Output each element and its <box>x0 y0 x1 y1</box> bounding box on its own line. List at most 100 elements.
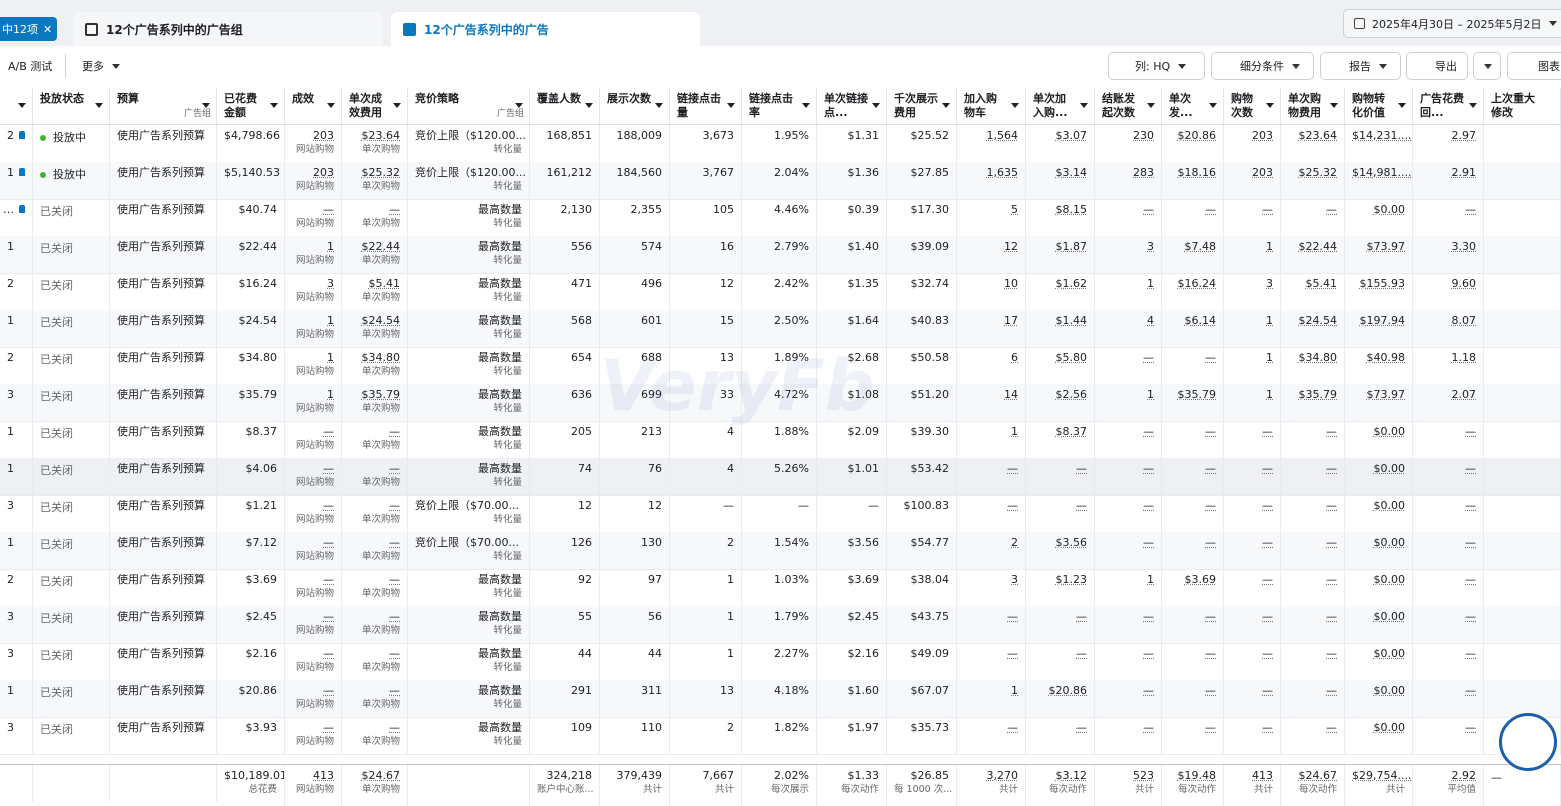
cell-value: 110 <box>607 721 662 735</box>
table-row[interactable]: … 已关闭 使用广告系列预算 $40.74— 网站购物 — 单次购物 最高数量 转化量 2,130… <box>0 199 1561 237</box>
table-row[interactable]: 1 已关闭 使用广告系列预算 $4.06— 网站购物 — 单次购物 最高数量 转化量 74 76 4 5… <box>0 458 1561 496</box>
cell-value: $3.69 <box>224 573 277 587</box>
header-cell[interactable]: 单次发... <box>1162 88 1224 125</box>
reports-button[interactable]: 报告 <box>1320 52 1401 80</box>
cell: $1.40 <box>817 236 887 273</box>
cell: — 单次购物 <box>342 606 408 643</box>
header-cell[interactable]: 单次链接点... <box>817 88 887 125</box>
cell-value: — <box>1102 721 1154 735</box>
header-cell[interactable]: 广告花费回... <box>1413 88 1484 125</box>
breakdown-button[interactable]: 细分条件 <box>1211 52 1314 80</box>
cell-value: — <box>349 610 400 624</box>
header-cell[interactable]: 投放状态 <box>33 88 110 125</box>
tab[interactable]: 12个广告系列中的广告 <box>391 12 700 46</box>
header-cell[interactable]: 购物次数 <box>1224 88 1281 125</box>
export-menu-button[interactable] <box>1473 52 1501 80</box>
date-picker[interactable]: 2025年4月30日 – 2025年5月2日 <box>1343 9 1561 38</box>
cell: — <box>1224 532 1281 569</box>
table-row[interactable]: 3 已关闭 使用广告系列预算 $1.21— 网站购物 — 单次购物 竞价上限（$70.00..… <box>0 495 1561 533</box>
header-cell[interactable]: 已花费金额 <box>217 88 285 125</box>
cell: 使用广告系列预算 <box>110 199 217 236</box>
table-row[interactable]: 2 已关闭 使用广告系列预算 $16.24 3 网站购物 $5.41 单次购物 最高数量 转化量 4… <box>0 273 1561 311</box>
status: 已关闭 <box>40 723 73 736</box>
columns-button[interactable]: 列: HQ <box>1108 52 1205 80</box>
cell-value: $23.64 <box>349 129 400 143</box>
table-row[interactable]: 1 已关闭 使用广告系列预算 $8.37— 网站购物 — 单次购物 最高数量 转化量 205 213… <box>0 421 1561 459</box>
cell-value: — <box>1420 721 1476 735</box>
table-row[interactable]: 3 已关闭 使用广告系列预算 $2.16— 网站购物 — 单次购物 最高数量 转化量 44 44 1 2… <box>0 643 1561 681</box>
header-label: 广告花费回... <box>1420 92 1464 119</box>
cell-value: 9.60 <box>1420 277 1476 291</box>
cell-value: $0.00 <box>1352 203 1405 217</box>
header-cell[interactable]: 竞价策略 广告组 <box>408 88 530 125</box>
cell-value: $1.62 <box>1033 277 1087 291</box>
header-cell[interactable]: 上次重大修改 <box>1484 88 1561 125</box>
header-cell[interactable]: 结账发起次数 <box>1095 88 1162 125</box>
cell: $1.97 <box>817 717 887 754</box>
table-row[interactable]: 2 已关闭 使用广告系列预算 $3.69— 网站购物 — 单次购物 最高数量 转化量 92 97 1 1… <box>0 569 1561 607</box>
ab-test-button[interactable]: A/B 测试 <box>0 52 60 80</box>
cell-value: 使用广告系列预算 <box>117 314 209 328</box>
cell: 699 <box>600 384 670 421</box>
cell: 3 <box>0 495 33 532</box>
header-cell[interactable]: 单次购物费用 <box>1281 88 1345 125</box>
cell: 76 <box>600 458 670 495</box>
cell-value: 使用广告系列预算 <box>117 129 209 143</box>
table-row[interactable]: 3 已关闭 使用广告系列预算 $2.45— 网站购物 — 单次购物 最高数量 转化量 55 56 1 1… <box>0 606 1561 644</box>
close-icon[interactable]: ✕ <box>43 23 52 36</box>
cell-sublabel: 网站购物 <box>292 624 334 637</box>
cell: 44 <box>530 643 600 680</box>
export-button[interactable]: 导出 <box>1406 52 1468 80</box>
cell: 74 <box>530 458 600 495</box>
table-row[interactable]: 1 已关闭 使用广告系列预算 $22.44 1 网站购物 $22.44 单次购物 最高数量 转化量… <box>0 236 1561 274</box>
table-row[interactable]: 3 已关闭 使用广告系列预算 $35.79 1 网站购物 $35.79 单次购物 最高数量 转化量… <box>0 384 1561 422</box>
header-cell[interactable]: 单次成效费用 <box>342 88 408 125</box>
cell-value: 1 <box>1231 314 1273 328</box>
header-cell[interactable]: 链接点击量 <box>670 88 742 125</box>
cell-sublabel: 网站购物 <box>292 476 334 489</box>
header-cell[interactable]: 覆盖人数 <box>530 88 600 125</box>
header-cell[interactable]: 购物转化价值 <box>1345 88 1413 125</box>
cell: 12 <box>670 273 742 310</box>
header-label: 投放状态 <box>40 92 84 105</box>
cell-value: 1 <box>1231 351 1273 365</box>
table-row[interactable]: 1 投放中 使用广告系列预算 $5,140.53 203 网站购物 $25.32 单次购物 竞价… <box>0 162 1561 200</box>
header-cell[interactable]: 成效 <box>285 88 342 125</box>
cell-sublabel: 转化量 <box>415 439 522 452</box>
selection-pill[interactable]: 中12项 ✕ <box>0 17 57 41</box>
cell-value: — <box>349 721 400 735</box>
header-cell[interactable]: 千次展示费用 <box>887 88 957 125</box>
cell: $23.64 单次购物 <box>342 125 408 162</box>
cell: — <box>1026 717 1095 754</box>
cell: $0.00 <box>1345 680 1413 717</box>
table-row[interactable]: 1 已关闭 使用广告系列预算 $20.86— 网站购物 — 单次购物 最高数量 转化量 291 31… <box>0 680 1561 718</box>
cell: 已关闭 <box>33 606 110 643</box>
more-button[interactable]: 更多 <box>74 52 128 80</box>
table-row[interactable]: 1 已关闭 使用广告系列预算 $7.12— 网站购物 — 单次购物 竞价上限（$70.00..… <box>0 532 1561 570</box>
table-row[interactable]: 3 已关闭 使用广告系列预算 $3.93— 网站购物 — 单次购物 最高数量 转化量 109 110… <box>0 717 1561 755</box>
cell-sublabel: 共计 <box>677 783 734 796</box>
cell-value: — <box>292 536 334 550</box>
cell: 203 <box>1224 162 1281 199</box>
header-cell[interactable]: 预算 广告组 <box>110 88 217 125</box>
cell: $22.44 <box>217 236 285 273</box>
cell: $22.44 单次购物 <box>342 236 408 273</box>
chart-button[interactable]: 图表 <box>1507 52 1561 80</box>
assistant-logo[interactable] <box>1499 713 1557 771</box>
header-cell[interactable]: 展示次数 <box>600 88 670 125</box>
cell-value: $2.45 <box>224 610 277 624</box>
table-row[interactable]: 2 已关闭 使用广告系列预算 $34.80 1 网站购物 $34.80 单次购物 最高数量 转化量… <box>0 347 1561 385</box>
cell-value: 1.03% <box>749 573 809 587</box>
table-row[interactable]: 1 已关闭 使用广告系列预算 $24.54 1 网站购物 $24.54 单次购物 最高数量 转化量… <box>0 310 1561 348</box>
tab[interactable]: 12个广告系列中的广告组 <box>73 12 383 46</box>
cell: — <box>957 458 1026 495</box>
cell-value: 使用广告系列预算 <box>117 425 209 439</box>
cell: $32.74 <box>887 273 957 310</box>
cell-value: 3,270 <box>964 769 1018 783</box>
header-cell[interactable]: 单次加入购... <box>1026 88 1095 125</box>
cell-value: $0.00 <box>1352 573 1405 587</box>
table-row[interactable]: 2 投放中 使用广告系列预算 $4,798.66 203 网站购物 $23.64 单次购物 竞价… <box>0 125 1561 163</box>
header-cell[interactable]: 加入购物车 <box>957 88 1026 125</box>
header-cell[interactable]: 链接点击率 <box>742 88 817 125</box>
cell-value: $5.41 <box>349 277 400 291</box>
